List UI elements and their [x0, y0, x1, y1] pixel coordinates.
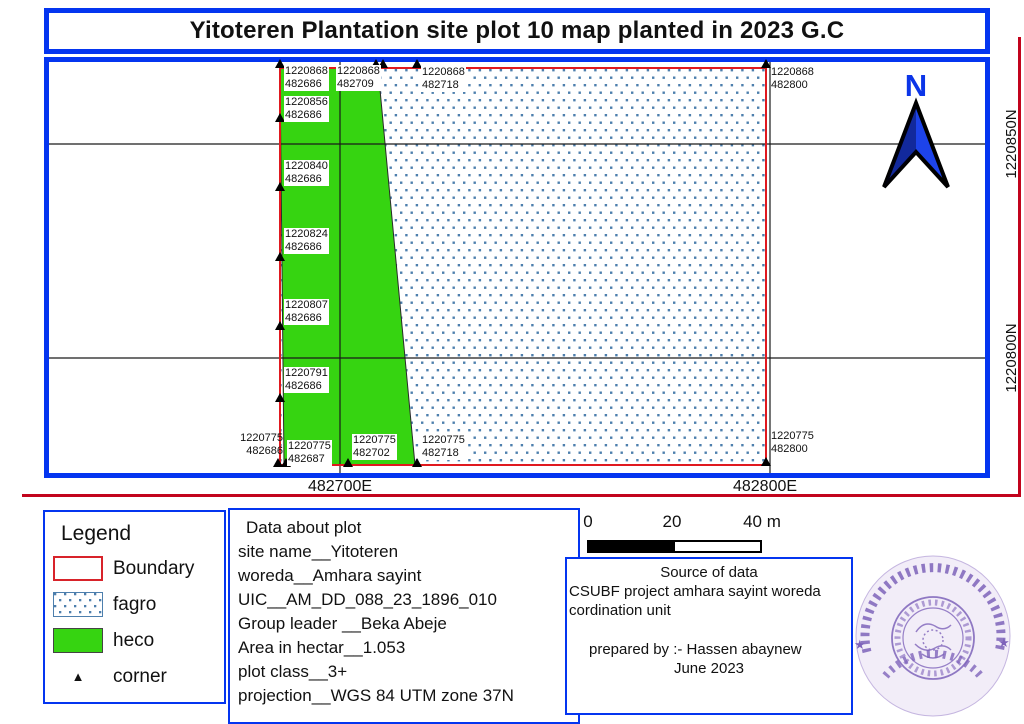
- source-title: Source of data: [660, 564, 758, 581]
- plot-data-line: projection__WGS 84 UTM zone 37N: [238, 686, 514, 705]
- legend-title: Legend: [61, 522, 132, 545]
- corner-label: 1220775 482686: [240, 432, 283, 457]
- plot-boundary: [279, 67, 767, 466]
- scalebar-black-segment: [589, 542, 675, 551]
- plot-data-line: site name__Yitoteren: [238, 542, 399, 561]
- axis-label-easting: 482800E: [732, 478, 798, 495]
- outer-red-border-bottom: [22, 494, 1021, 497]
- plot-data-line: Area in hectar__1.053: [238, 638, 406, 657]
- title-box: Yitoteren Plantation site plot 10 map pl…: [44, 8, 990, 54]
- corner-label: 1220775 482687: [287, 440, 332, 466]
- scalebar-tick: 20: [662, 512, 682, 531]
- legend: Legend Boundary fagro heco ▲ cor: [43, 510, 226, 704]
- scalebar-white-segment: [674, 542, 760, 551]
- corner-label: 1220868 482686: [284, 65, 329, 91]
- corner-swatch: ▲: [71, 669, 85, 684]
- plot-data-line: woreda__Amhara sayint: [238, 566, 422, 585]
- corner-label: 1220856 482686: [284, 96, 329, 122]
- date-line: June 2023: [673, 660, 745, 677]
- corner-label: 1220775 482800: [771, 430, 814, 455]
- scalebar-tick: 40 m: [743, 512, 781, 531]
- fagro-swatch: [53, 592, 103, 617]
- north-label: N: [904, 68, 928, 103]
- scalebar-tick: 0: [583, 512, 593, 531]
- corner-label: 1220775 482718: [421, 434, 466, 460]
- legend-item-heco: heco: [53, 627, 224, 654]
- corner-label: 1220868 482709: [336, 65, 381, 91]
- axis-label-northing: 1220800N: [1003, 323, 1020, 393]
- plot-data-line: Group leader __Beka Abeje: [238, 614, 447, 633]
- source-line: CSUBF project amhara sayint woreda cordi…: [569, 583, 821, 619]
- prepared-by-line: prepared by :- Hassen abaynew: [589, 641, 802, 658]
- corner-label: 1220807 482686: [284, 299, 329, 325]
- scalebar: [587, 540, 762, 553]
- plot-data-line: UIC__AM_DD_088_23_1896_010: [238, 590, 497, 609]
- corner-label: 1220824 482686: [284, 228, 329, 254]
- outer-red-border-right: [1018, 37, 1021, 497]
- axis-label-northing: 1220850N: [1003, 109, 1020, 179]
- legend-item-corner: ▲ corner: [53, 663, 224, 690]
- page-title: Yitoteren Plantation site plot 10 map pl…: [189, 17, 845, 44]
- plot-data-box: Data about plot site name__Yitoteren wor…: [228, 508, 580, 724]
- heco-swatch: [53, 628, 103, 653]
- north-arrow-icon: [882, 97, 950, 189]
- corner-label: 1220840 482686: [284, 160, 329, 186]
- rubber-stamp: ★ ★: [854, 555, 1011, 717]
- source-box: Source of data CSUBF project amhara sayi…: [565, 557, 853, 715]
- legend-item-boundary: Boundary: [53, 555, 224, 582]
- plot-data-line: plot class__3+: [238, 662, 348, 681]
- corner-label: 1220868 482800: [771, 66, 814, 91]
- grid-lines: [49, 62, 985, 473]
- boundary-swatch: [53, 556, 103, 581]
- plot-data-title: Data about plot: [246, 518, 362, 537]
- corner-label: 1220775 482702: [352, 434, 397, 460]
- legend-item-fagro: fagro: [53, 591, 224, 618]
- stamp-star-right: ★: [998, 635, 1010, 650]
- corner-label: 1220791 482686: [284, 367, 329, 393]
- axis-label-easting: 482700E: [307, 478, 373, 495]
- stamp-star-left: ★: [854, 637, 866, 652]
- corner-label: 1220868 482718: [421, 66, 466, 92]
